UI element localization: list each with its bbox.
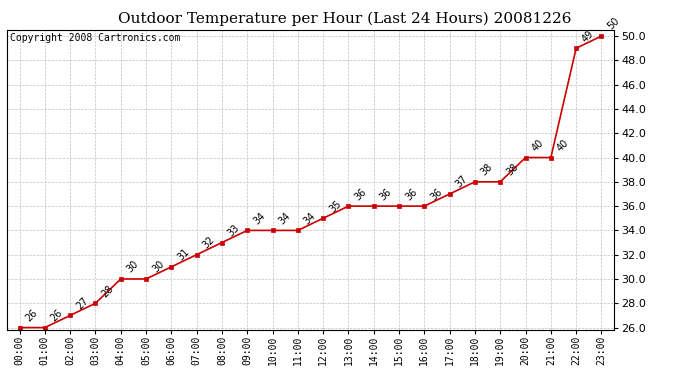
Text: 26: 26: [49, 308, 65, 323]
Text: 40: 40: [530, 138, 546, 153]
Text: Copyright 2008 Cartronics.com: Copyright 2008 Cartronics.com: [10, 33, 180, 43]
Text: 31: 31: [175, 247, 191, 262]
Text: 40: 40: [555, 138, 571, 153]
Text: 34: 34: [277, 210, 293, 226]
Text: 28: 28: [99, 283, 115, 299]
Text: 37: 37: [454, 174, 470, 190]
Text: 30: 30: [125, 259, 141, 275]
Text: 36: 36: [353, 186, 368, 202]
Text: 33: 33: [226, 223, 242, 238]
Text: 38: 38: [479, 162, 495, 178]
Text: 36: 36: [428, 186, 444, 202]
Text: Outdoor Temperature per Hour (Last 24 Hours) 20081226: Outdoor Temperature per Hour (Last 24 Ho…: [118, 11, 572, 26]
Text: 26: 26: [23, 308, 39, 323]
Text: 27: 27: [75, 296, 90, 311]
Text: 49: 49: [580, 28, 596, 44]
Text: 36: 36: [378, 186, 394, 202]
Text: 36: 36: [403, 186, 419, 202]
Text: 34: 34: [302, 210, 318, 226]
Text: 50: 50: [606, 16, 622, 32]
Text: 32: 32: [201, 235, 217, 250]
Text: 30: 30: [150, 259, 166, 275]
Text: 34: 34: [251, 210, 267, 226]
Text: 38: 38: [504, 162, 520, 178]
Text: 35: 35: [327, 198, 343, 214]
